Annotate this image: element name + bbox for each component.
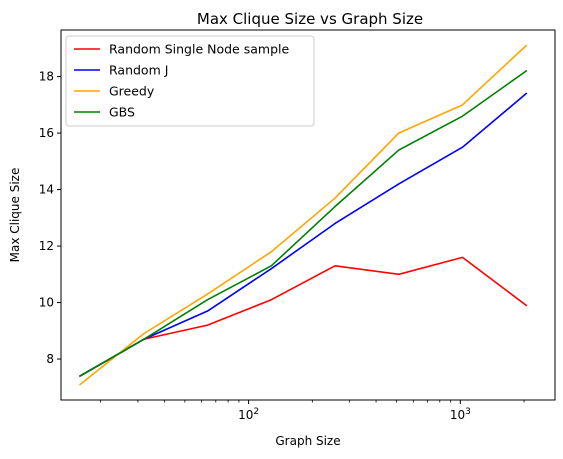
y-axis-label: Max Clique Size [8,168,22,263]
series-line-1 [78,92,528,378]
legend-entry-label: GBS [109,105,135,120]
series-line-3 [78,69,528,378]
series-line-2 [78,44,528,386]
series-line-0 [78,256,528,378]
legend: Random Single Node sample Random J Greedy G… [65,35,315,127]
series-layer [78,44,528,386]
y-tick-label: 14 [39,183,54,197]
plot-frame [60,29,556,401]
y-tick-label: 8 [46,352,54,366]
y-tick-label: 18 [39,70,54,84]
y-axis: 8 10 12 14 16 18 [39,70,61,366]
x-tick-label: 102 [238,407,259,422]
legend-entry-label: Random Single Node sample [109,42,289,57]
y-tick-label: 16 [39,126,54,140]
x-axis-label: Graph Size [275,434,340,448]
legend-entry-label: Random J [109,63,168,78]
y-tick-label: 10 [39,296,54,310]
x-tick-label: 103 [450,407,471,422]
legend-box [65,35,315,127]
x-axis: 102 103 [100,400,525,422]
legend-entry-label: Greedy [109,84,155,99]
chart-title: Max Clique Size vs Graph Size [197,10,423,28]
y-tick-label: 12 [39,239,54,253]
